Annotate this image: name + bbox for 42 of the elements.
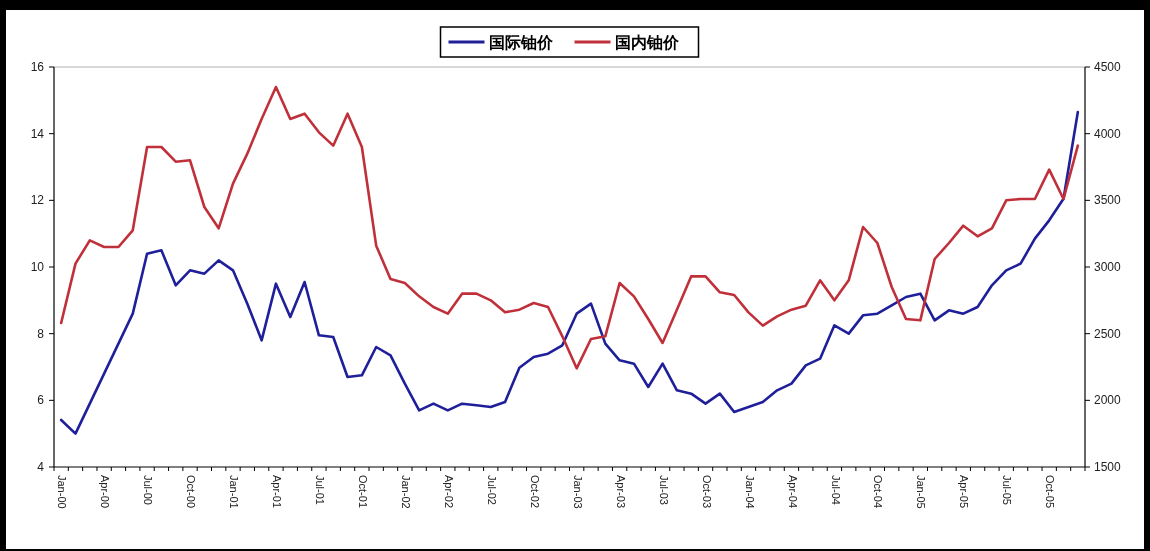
x-tick-label: Jan-05 — [915, 475, 928, 509]
x-tick-label: Oct-03 — [700, 475, 713, 509]
legend-label: 国际铀价 — [488, 34, 554, 51]
y2-tick-label: 3500 — [1094, 193, 1122, 208]
x-tick-label: Apr-04 — [786, 475, 799, 509]
x-tick-label: Oct-01 — [356, 475, 369, 509]
legend-label: 国内铀价 — [614, 34, 680, 51]
y-tick-label: 12 — [30, 193, 45, 208]
x-tick-label: Jul-03 — [657, 475, 670, 505]
y-tick-label: 10 — [30, 260, 45, 274]
x-tick-label: Jul-00 — [142, 475, 155, 505]
x-tick-label: Apr-00 — [99, 475, 112, 509]
y-tick-label: 4 — [37, 460, 45, 474]
y-tick-label: 8 — [37, 326, 45, 341]
y2-tick-label: 2500 — [1094, 326, 1122, 341]
x-tick-label: Jul-01 — [314, 475, 326, 505]
y-tick-label: 14 — [30, 126, 45, 141]
x-tick-label: Jul-05 — [1001, 475, 1014, 505]
x-tick-label: Jul-02 — [485, 475, 498, 505]
x-tick-label: Apr-02 — [442, 475, 455, 509]
line-series — [59, 85, 1080, 370]
line-series — [59, 110, 1080, 435]
x-tick-label: Jan-03 — [571, 475, 584, 509]
y2-tick-label: 2000 — [1094, 393, 1122, 408]
y2-tick-label: 3000 — [1094, 260, 1122, 274]
x-tick-label: Apr-03 — [614, 475, 627, 509]
x-tick-label: Apr-05 — [958, 475, 971, 509]
x-tick-label: Jan-00 — [56, 475, 69, 509]
x-tick-label: Jul-04 — [829, 475, 842, 505]
y-tick-label: 6 — [37, 393, 45, 408]
x-tick-label: Oct-00 — [185, 475, 198, 509]
x-tick-label: Apr-01 — [271, 475, 284, 509]
x-tick-label: Oct-02 — [528, 475, 541, 509]
x-tick-label: Jan-04 — [743, 475, 756, 509]
x-tick-label: Oct-05 — [1044, 475, 1057, 509]
x-tick-label: Oct-04 — [872, 475, 885, 509]
y2-tick-label: 4000 — [1094, 126, 1122, 141]
y2-tick-label: 1500 — [1094, 460, 1122, 474]
y-tick-label: 16 — [30, 60, 45, 74]
x-tick-label: Jan-01 — [228, 475, 241, 509]
y2-tick-label: 4500 — [1094, 60, 1122, 74]
x-tick-label: Jan-02 — [399, 475, 412, 509]
